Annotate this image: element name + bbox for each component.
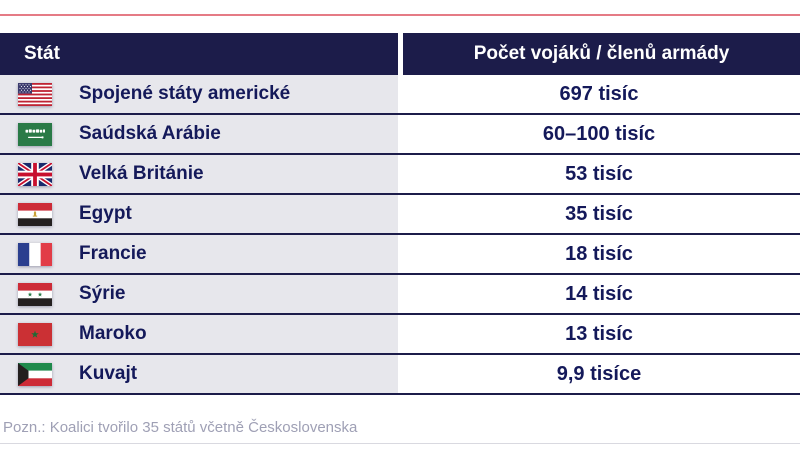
table-row: Velká Británie 53 tisíc (0, 153, 800, 193)
table-row: Saúdská Arábie 60–100 tisíc (0, 113, 800, 153)
us-flag-icon (18, 82, 52, 106)
country-cell: Sýrie (0, 275, 398, 313)
soldier-count: 13 tisíc (398, 315, 800, 353)
table-row: Kuvajt 9,9 tisíce (0, 353, 800, 393)
country-name: Velká Británie (79, 163, 204, 184)
table-row: Sýrie 14 tisíc (0, 273, 800, 313)
column-gap (398, 33, 403, 75)
accent-line (0, 14, 800, 16)
table-row: Spojené státy americké 697 tisíc (0, 75, 800, 113)
column-header-state: Stát (0, 33, 398, 75)
bottom-divider (0, 443, 800, 444)
country-cell: Kuvajt (0, 355, 398, 393)
table-header: Stát Počet vojáků / členů armády (0, 33, 800, 75)
country-name: Kuvajt (79, 363, 138, 384)
country-name: Saúdská Arábie (79, 123, 221, 144)
country-cell: Spojené státy americké (0, 75, 398, 113)
country-name: Egypt (79, 203, 132, 224)
table-body: Spojené státy americké 697 tisíc Saúdská… (0, 75, 800, 395)
ma-flag-icon (18, 322, 52, 346)
column-header-count: Počet vojáků / členů armády (403, 33, 800, 75)
table-row: Francie 18 tisíc (0, 233, 800, 273)
country-cell: Francie (0, 235, 398, 273)
soldier-count: 35 tisíc (398, 195, 800, 233)
soldiers-table: Stát Počet vojáků / členů armády Spojené… (0, 33, 800, 395)
gb-flag-icon (18, 162, 52, 186)
soldier-count: 53 tisíc (398, 155, 800, 193)
country-name: Maroko (79, 323, 147, 344)
country-cell: Maroko (0, 315, 398, 353)
country-name: Francie (79, 243, 147, 264)
eg-flag-icon (18, 202, 52, 226)
country-cell: Saúdská Arábie (0, 115, 398, 153)
table-row: Maroko 13 tisíc (0, 313, 800, 353)
country-name: Spojené státy americké (79, 83, 291, 104)
country-cell: Egypt (0, 195, 398, 233)
country-cell: Velká Británie (0, 155, 398, 193)
fr-flag-icon (18, 242, 52, 266)
footnote: Pozn.: Koalici tvořilo 35 států včetně Č… (3, 419, 358, 436)
table-row: Egypt 35 tisíc (0, 193, 800, 233)
country-name: Sýrie (79, 283, 126, 304)
soldier-count: 18 tisíc (398, 235, 800, 273)
sa-flag-icon (18, 122, 52, 146)
sy-flag-icon (18, 282, 52, 306)
kw-flag-icon (18, 362, 52, 386)
soldier-count: 60–100 tisíc (398, 115, 800, 153)
soldier-count: 14 tisíc (398, 275, 800, 313)
soldier-count: 9,9 tisíce (398, 355, 800, 393)
soldier-count: 697 tisíc (398, 75, 800, 113)
